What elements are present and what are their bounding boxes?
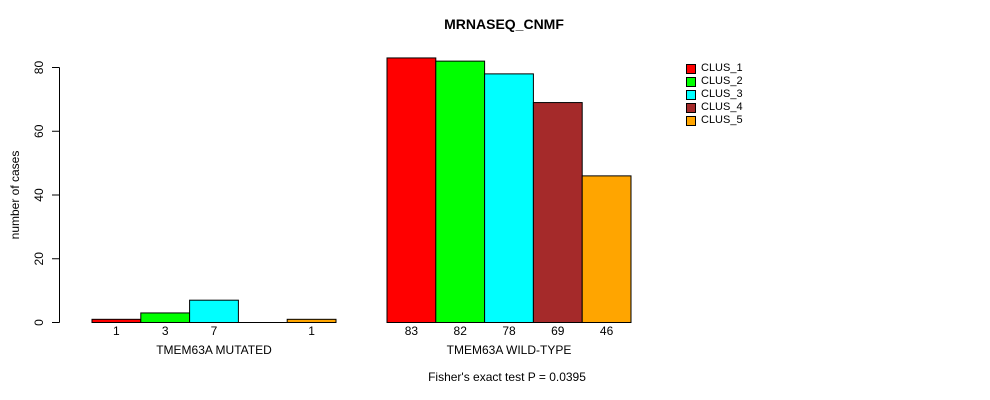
- bar-CLUS_2: [140, 312, 191, 323]
- bar-CLUS_1: [386, 57, 437, 323]
- y-axis-title: number of cases: [8, 151, 22, 240]
- legend-swatch: [686, 89, 696, 100]
- bar-CLUS_3: [484, 73, 534, 323]
- bar-value-label: 1: [308, 324, 315, 338]
- legend-label: CLUS_1: [701, 62, 743, 74]
- y-axis-tick-label: 60: [32, 124, 46, 138]
- bar-CLUS_2: [435, 60, 486, 323]
- bar-CLUS_4: [532, 102, 583, 323]
- bar-value-label: 1: [113, 324, 120, 338]
- chart-title: MRNASEQ_CNMF: [444, 16, 564, 32]
- legend-label: CLUS_2: [701, 75, 743, 87]
- legend-swatch: [686, 63, 696, 74]
- bar-value-label: 78: [502, 324, 516, 338]
- legend-label: CLUS_3: [701, 88, 743, 100]
- legend-item: CLUS_5: [686, 114, 743, 127]
- legend-item: CLUS_1: [686, 62, 743, 75]
- y-axis-tick-label: 80: [32, 61, 46, 75]
- y-axis-tick-label: 40: [32, 188, 46, 202]
- bar-value-label: 69: [551, 324, 565, 338]
- bar-value-label: 82: [454, 324, 468, 338]
- bar-value-label: 3: [162, 324, 169, 338]
- bar-CLUS_5: [286, 318, 337, 323]
- legend-swatch: [686, 102, 696, 113]
- legend-swatch: [686, 76, 696, 87]
- bar-CLUS_5: [581, 175, 632, 323]
- x-category-label: TMEM63A WILD-TYPE: [447, 343, 572, 357]
- legend-label: CLUS_4: [701, 101, 743, 113]
- y-axis-tick-label: 0: [32, 319, 46, 326]
- bar-value-label: 7: [211, 324, 218, 338]
- bar-CLUS_3: [189, 299, 239, 323]
- legend-swatch: [686, 115, 696, 126]
- legend-item: CLUS_3: [686, 88, 743, 101]
- legend: CLUS_1 CLUS_2 CLUS_3 CLUS_4 CLUS_5: [686, 62, 743, 127]
- bar-CLUS_1: [91, 318, 142, 323]
- x-category-label: TMEM63A MUTATED: [156, 343, 272, 357]
- y-axis-tick-label: 20: [32, 252, 46, 266]
- legend-item: CLUS_4: [686, 101, 743, 114]
- fisher-annotation: Fisher's exact test P = 0.0395: [428, 370, 586, 384]
- bar-value-label: 46: [600, 324, 614, 338]
- legend-label: CLUS_5: [701, 114, 743, 126]
- bar-value-label: 83: [405, 324, 419, 338]
- legend-item: CLUS_2: [686, 75, 743, 88]
